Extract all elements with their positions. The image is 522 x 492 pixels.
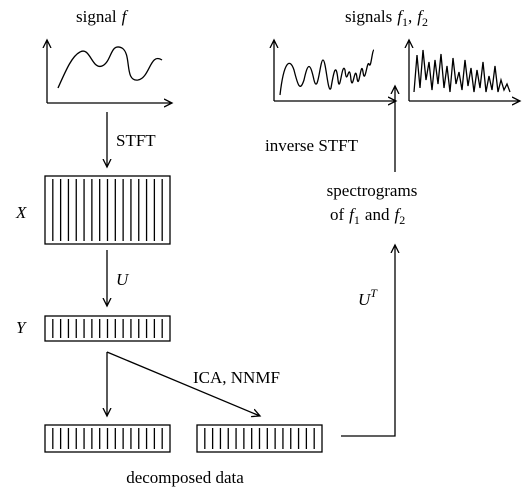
component-2 (196, 424, 323, 453)
box-frame (44, 315, 171, 342)
signals-label: signals f1, f2 (345, 7, 428, 29)
box-frame (196, 424, 323, 453)
signal-plot-1 (274, 40, 396, 101)
arrow (106, 351, 260, 416)
inverse-label: inverse STFT (265, 136, 359, 155)
y-label: Y (16, 318, 27, 337)
spectrograms-label: spectrograms (327, 181, 418, 200)
box-frame (44, 424, 171, 453)
u-label: U (116, 270, 130, 289)
matrix-y (44, 315, 171, 342)
signal-label: signal f (76, 7, 129, 26)
component-1 (44, 424, 171, 453)
decomposed-label: decomposed data (126, 468, 244, 487)
decomposition-label: ICA, NNMF (193, 368, 280, 387)
matrix-x (44, 175, 171, 245)
stft-label: STFT (116, 131, 156, 150)
box-frame (44, 175, 171, 245)
ut-label: UT (358, 286, 378, 309)
arrow (341, 245, 395, 437)
x-label: X (15, 203, 27, 222)
signal-plot (47, 40, 172, 103)
signal-plot-2 (409, 40, 520, 101)
spectrograms-of: of f1 and f2 (330, 205, 405, 227)
